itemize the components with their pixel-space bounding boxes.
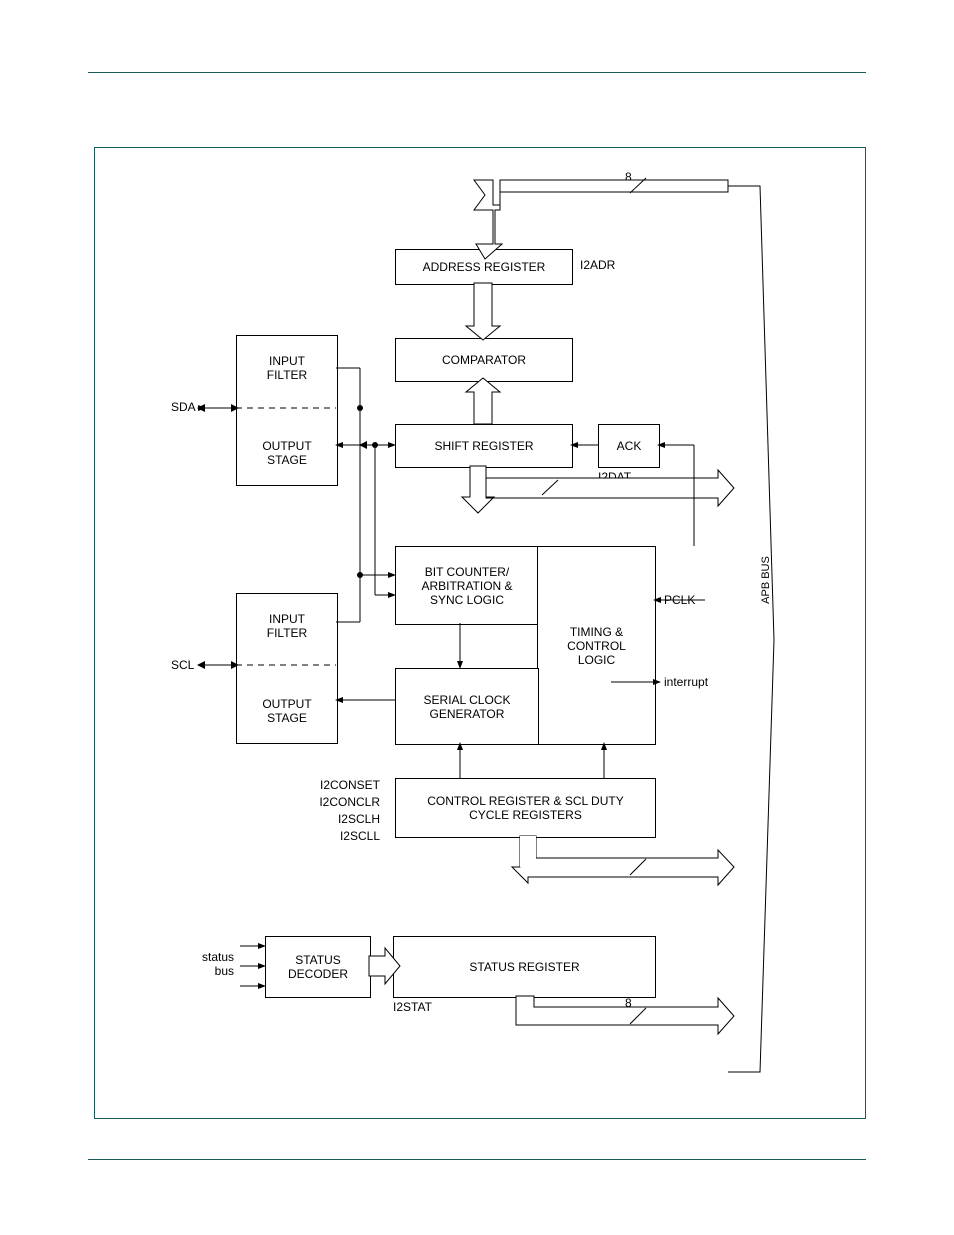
connections-svg bbox=[0, 0, 954, 1235]
page: ADDRESS REGISTER I2ADR COMPARATOR SHIFT … bbox=[0, 0, 954, 1235]
